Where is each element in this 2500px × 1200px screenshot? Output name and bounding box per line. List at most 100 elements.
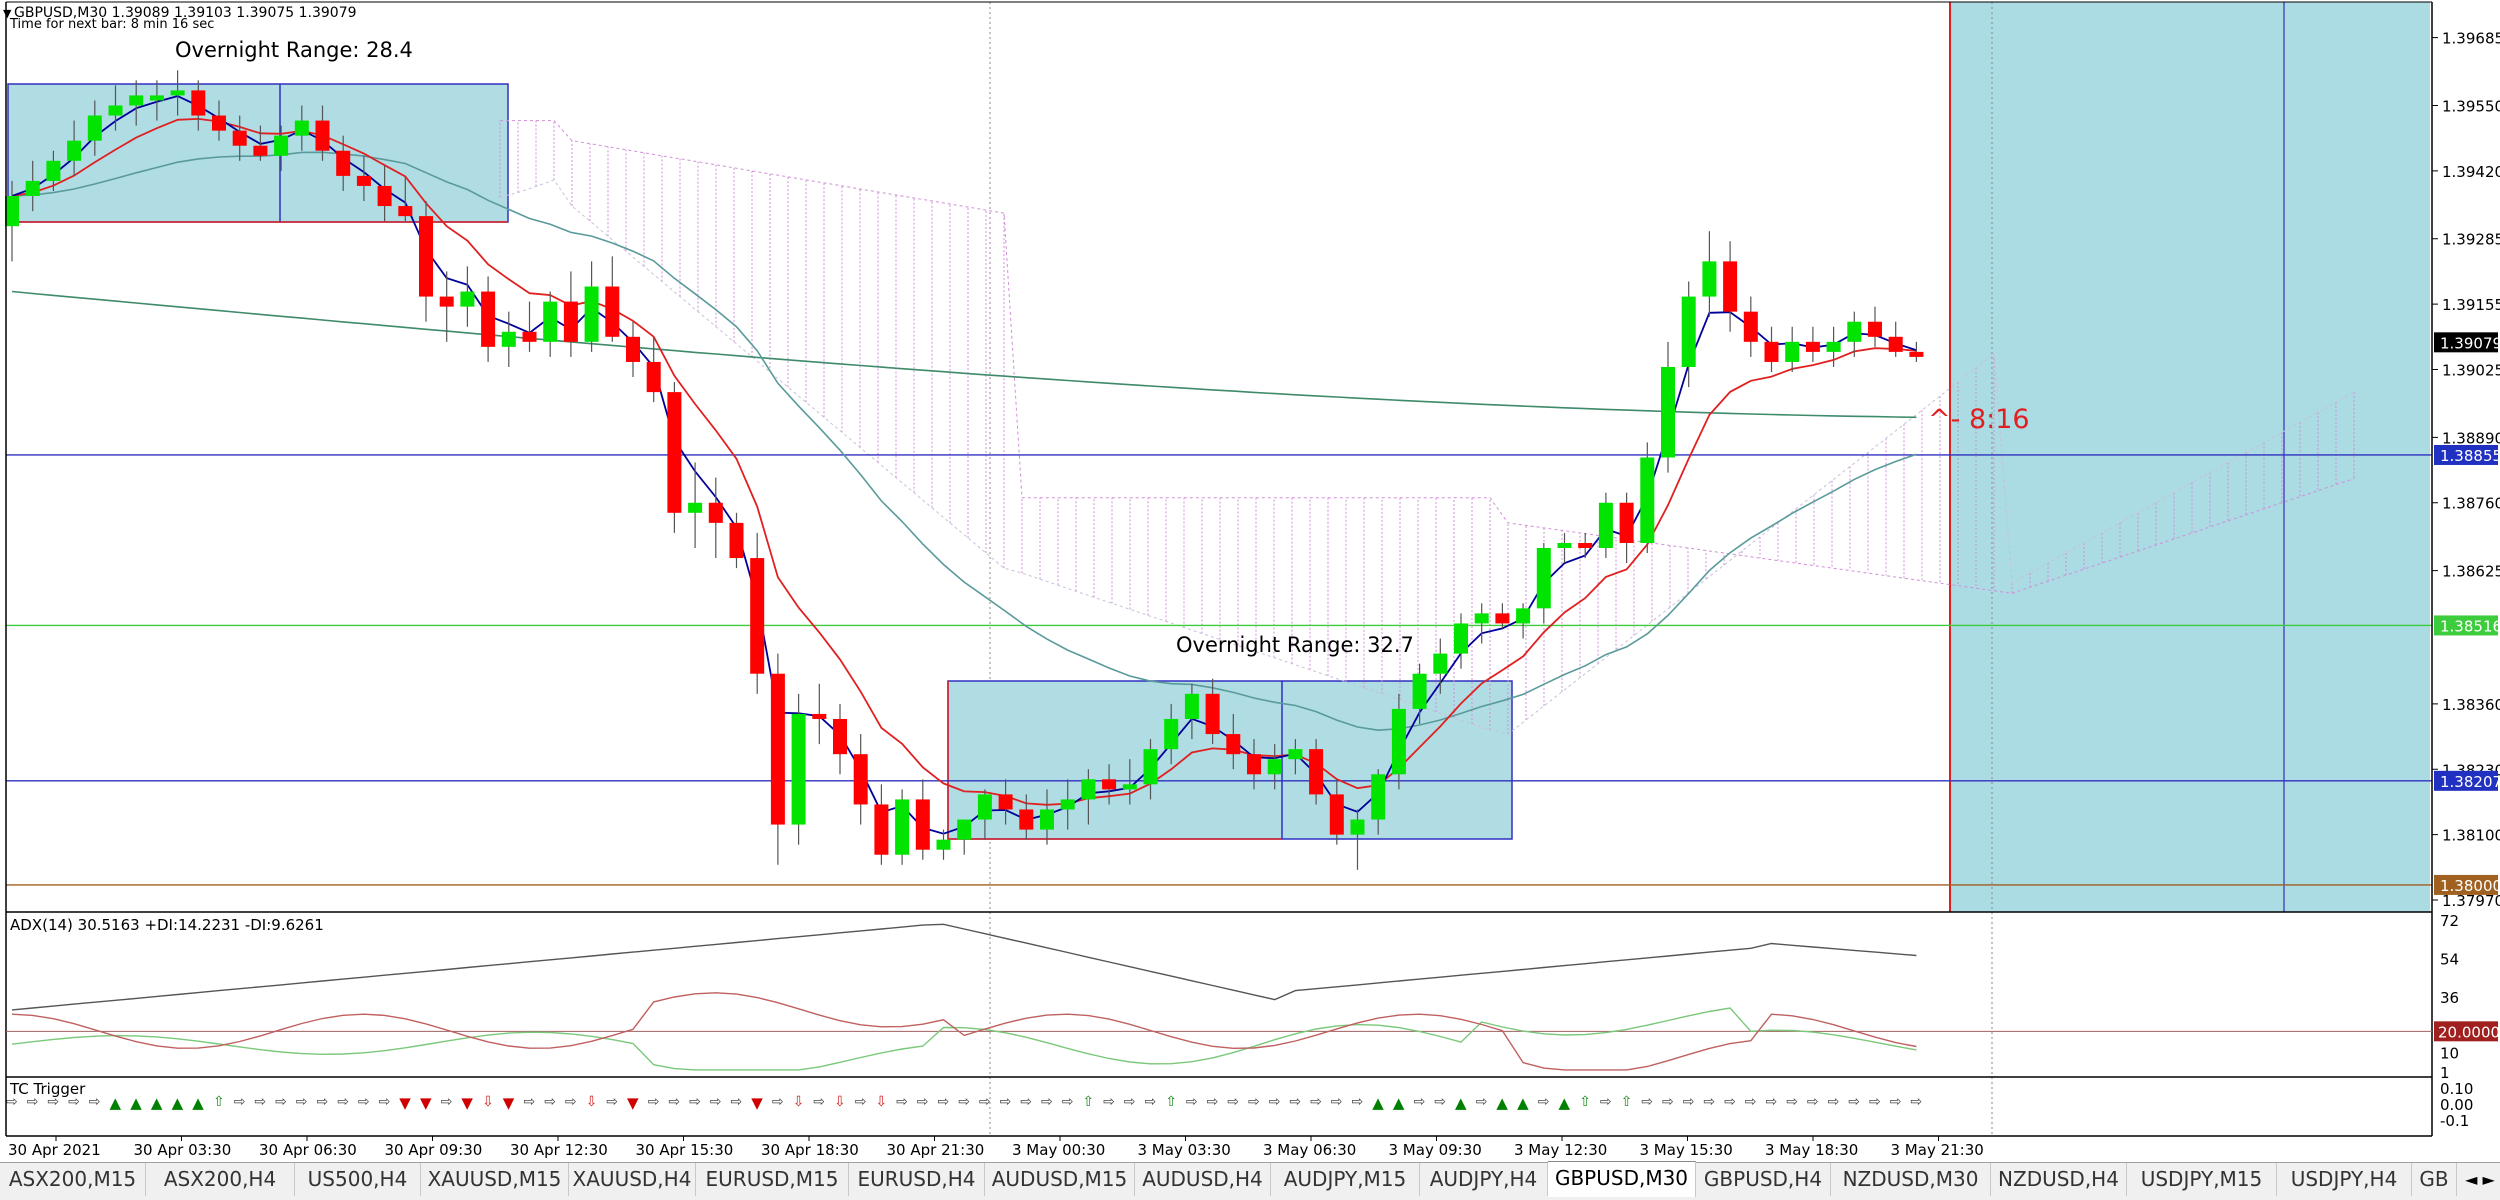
tc-trigger-arrow: ▼ <box>461 1094 473 1112</box>
candle-body <box>1019 809 1034 830</box>
tc-trigger-arrow: ⇨ <box>772 1094 784 1110</box>
tc-trigger-arrow: ⇨ <box>1434 1094 1446 1110</box>
chart-area[interactable]: 1.39685 1.39550 1.39420 1.39285 1.39155 1.390… <box>0 0 2500 1162</box>
candle-body <box>149 95 164 101</box>
tc-trigger-arrow: ▼ <box>420 1094 432 1112</box>
candle-body <box>1868 321 1882 337</box>
candle-body <box>584 286 599 342</box>
adx-level-label: 20.0000 <box>2438 1023 2500 1041</box>
time-tick-label: 30 Apr 21:30 <box>887 1141 985 1159</box>
tc-trigger-arrow: ⇨ <box>89 1094 101 1110</box>
tc-trigger-arrow: ⇨ <box>1910 1094 1922 1110</box>
candle-body <box>833 718 847 755</box>
tc-trigger-arrow: ⇨ <box>668 1094 680 1110</box>
tc-trigger-arrow: ▼ <box>751 1094 763 1112</box>
tc-trigger-arrow: ▲ <box>1393 1094 1405 1112</box>
candle-body <box>729 522 744 559</box>
candle-body <box>543 301 558 342</box>
candle-body <box>1909 351 1924 357</box>
tc-trigger-arrow: ⇨ <box>648 1094 660 1110</box>
candle-body <box>1247 754 1261 775</box>
tab-nzdusd-m30[interactable]: NZDUSD,M30 <box>1831 1163 1991 1196</box>
time-tick-label: 3 May 12:30 <box>1514 1141 1607 1159</box>
candle-body <box>1474 613 1489 624</box>
candle-body <box>1226 734 1241 755</box>
tc-trigger-arrow: ⇨ <box>1207 1094 1219 1110</box>
tab-audusd-m15[interactable]: AUDUSD,M15 <box>985 1163 1135 1196</box>
candle-body <box>708 502 723 523</box>
time-axis: 30 Apr 2021 30 Apr 03:30 30 Apr 06:30 30 Ap… <box>8 1136 1984 1159</box>
minus-di-line <box>11 992 1917 1071</box>
tab-usdjpy-m15[interactable]: USDJPY,M15 <box>2127 1163 2277 1196</box>
tab-asx200-m15[interactable]: ASX200,M15 <box>0 1163 146 1196</box>
tab-scroll-arrows[interactable]: ◄ ► <box>2460 1163 2500 1197</box>
tc-trigger-arrow: ⇨ <box>1414 1094 1426 1110</box>
candle-body <box>853 754 868 805</box>
candle-body <box>522 331 537 342</box>
candle-body <box>1433 653 1448 674</box>
time-tick-label: 30 Apr 12:30 <box>510 1141 608 1159</box>
adx-label: ADX(14) 30.5163 +DI:14.2231 -DI:9.6261 <box>10 916 324 934</box>
tc-trigger-arrow: ⇨ <box>1310 1094 1322 1110</box>
tc-trigger-arrow: ⇨ <box>896 1094 908 1110</box>
candle-body <box>605 286 620 337</box>
current-price-label: 1.39079 <box>2440 334 2500 352</box>
candle-body <box>25 180 40 196</box>
candle-body <box>1081 779 1096 800</box>
plus-di-line <box>11 1007 1917 1071</box>
candle-body <box>191 90 206 116</box>
tc-trigger-arrow: ⇨ <box>254 1094 266 1110</box>
tab-audjpy-m15[interactable]: AUDJPY,M15 <box>1271 1163 1420 1196</box>
tc-trigger-arrow: ⇨ <box>1062 1094 1074 1110</box>
tc-trigger-arrow: ⇨ <box>979 1094 991 1110</box>
tc-trigger-arrow: ⇨ <box>1600 1094 1612 1110</box>
tc-trigger-arrow: ⇨ <box>1103 1094 1115 1110</box>
tc-trigger-arrow: ⇨ <box>710 1094 722 1110</box>
tab-gbpusd-m30[interactable]: GBPUSD,M30 <box>1548 1161 1696 1197</box>
tab-gbpusd-h4[interactable]: GBPUSD,H4 <box>1696 1163 1831 1196</box>
tab-nzdusd-h4[interactable]: NZDUSD,H4 <box>1991 1163 2127 1196</box>
candle-body <box>1164 718 1179 750</box>
tc-tick-label: 0.00 <box>2440 1096 2473 1114</box>
tc-trigger-arrow: ⇨ <box>1641 1094 1653 1110</box>
tab-audjpy-h4[interactable]: AUDJPY,H4 <box>1420 1163 1548 1196</box>
ema-30-line <box>11 151 1917 732</box>
tc-trigger-arrow: ⇨ <box>565 1094 577 1110</box>
tab-xauusd-m15[interactable]: XAUUSD,M15 <box>421 1163 569 1196</box>
tab-eurusd-h4[interactable]: EURUSD,H4 <box>849 1163 985 1196</box>
tc-trigger-arrow: ⇨ <box>1786 1094 1798 1110</box>
tab-eurusd-m15[interactable]: EURUSD,M15 <box>696 1163 849 1196</box>
candle-body <box>1888 336 1903 352</box>
tc-tick-label: -0.1 <box>2440 1112 2469 1130</box>
tc-trigger-arrow: ▲ <box>110 1094 122 1112</box>
candle-body <box>5 196 19 227</box>
candle-body <box>1619 502 1634 543</box>
tc-trigger-arrow: ⇨ <box>1662 1094 1674 1110</box>
candle-body <box>895 799 910 855</box>
tab-us500-h4[interactable]: US500,H4 <box>295 1163 421 1196</box>
candle-body <box>1640 457 1655 543</box>
tab-audusd-h4[interactable]: AUDUSD,H4 <box>1135 1163 1271 1196</box>
tc-trigger-arrow: ⇨ <box>855 1094 867 1110</box>
tc-trigger-arrow: ⇨ <box>1041 1094 1053 1110</box>
price-tick-label: 1.39420 <box>2442 163 2500 181</box>
candle-body <box>356 175 371 186</box>
candle-body <box>1454 623 1468 654</box>
candle-body <box>129 95 144 106</box>
time-tick-label: 30 Apr 15:30 <box>636 1141 734 1159</box>
adx-tick-label: 54 <box>2440 951 2459 969</box>
tab-gb[interactable]: GB <box>2412 1163 2457 1196</box>
candle-body <box>688 502 703 513</box>
senkou-span-a <box>499 179 2355 735</box>
tc-trigger-arrow: ⇩ <box>834 1094 846 1110</box>
candle-body <box>1060 799 1075 810</box>
tc-trigger-arrow: ▲ <box>1517 1094 1529 1112</box>
candle-body <box>439 296 454 307</box>
tc-trigger-arrow: ⇩ <box>586 1094 598 1110</box>
candle-body <box>791 713 806 825</box>
tab-usdjpy-h4[interactable]: USDJPY,H4 <box>2277 1163 2412 1196</box>
tab-xauusd-h4[interactable]: XAUUSD,H4 <box>569 1163 696 1196</box>
candle-body <box>1826 341 1841 352</box>
tab-asx200-h4[interactable]: ASX200,H4 <box>146 1163 295 1196</box>
candle-body <box>1536 548 1551 609</box>
